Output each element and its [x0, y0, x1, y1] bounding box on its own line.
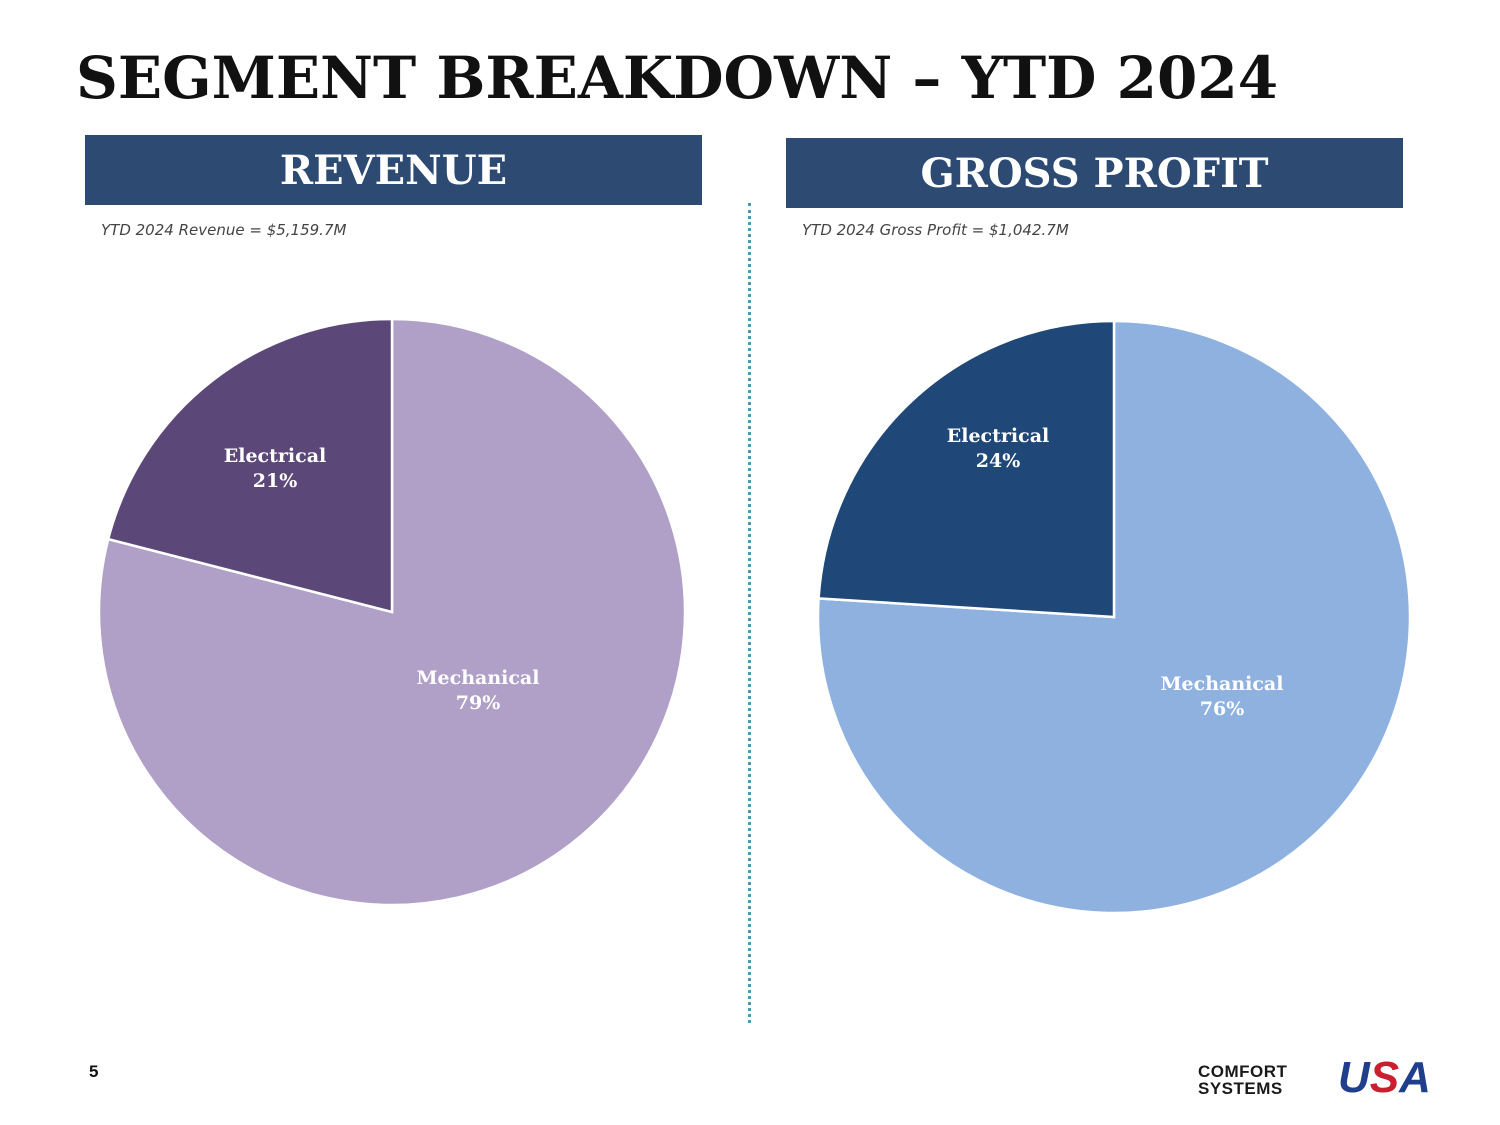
section-divider: [748, 203, 751, 1023]
gross-profit-pie: Mechanical 76% Electrical 24%: [816, 319, 1412, 915]
gross-profit-label-mechanical: Mechanical: [1161, 673, 1284, 695]
gross-profit-slice-electrical: [817, 319, 1116, 619]
logo-s: S: [1369, 1053, 1400, 1102]
logo-wordmark: COMFORT SYSTEMS: [1198, 1063, 1287, 1097]
revenue-pie: Mechanical 79% Electrical 21%: [97, 317, 687, 907]
revenue-slice-electrical: [106, 317, 394, 614]
revenue-subtitle: YTD 2024 Revenue = $5,159.7M: [101, 221, 347, 239]
revenue-value-mechanical: 79%: [456, 692, 501, 714]
logo-usa-mark: USA: [1338, 1056, 1431, 1100]
revenue-header: REVENUE: [85, 135, 702, 205]
gross-profit-header: GROSS PROFIT: [786, 138, 1403, 208]
page-title: SEGMENT BREAKDOWN – YTD 2024: [76, 44, 1279, 112]
page-number: 5: [89, 1062, 99, 1081]
gross-profit-label-electrical: Electrical: [947, 425, 1049, 447]
logo-line-2: SYSTEMS: [1198, 1079, 1283, 1098]
logo-a: A: [1399, 1053, 1431, 1102]
revenue-label-electrical: Electrical: [224, 445, 326, 467]
revenue-slice-mechanical: [97, 317, 687, 907]
gross-profit-value-mechanical: 76%: [1200, 698, 1245, 720]
gross-profit-value-electrical: 24%: [976, 450, 1021, 472]
gross-profit-subtitle: YTD 2024 Gross Profit = $1,042.7M: [802, 221, 1069, 239]
logo-u: U: [1338, 1053, 1370, 1102]
gross-profit-slice-mechanical: [816, 319, 1412, 915]
logo-line-1: COMFORT: [1198, 1062, 1288, 1081]
company-logo: COMFORT SYSTEMS USA: [1198, 1056, 1454, 1106]
revenue-label-mechanical: Mechanical: [417, 667, 540, 689]
revenue-value-electrical: 21%: [253, 470, 298, 492]
